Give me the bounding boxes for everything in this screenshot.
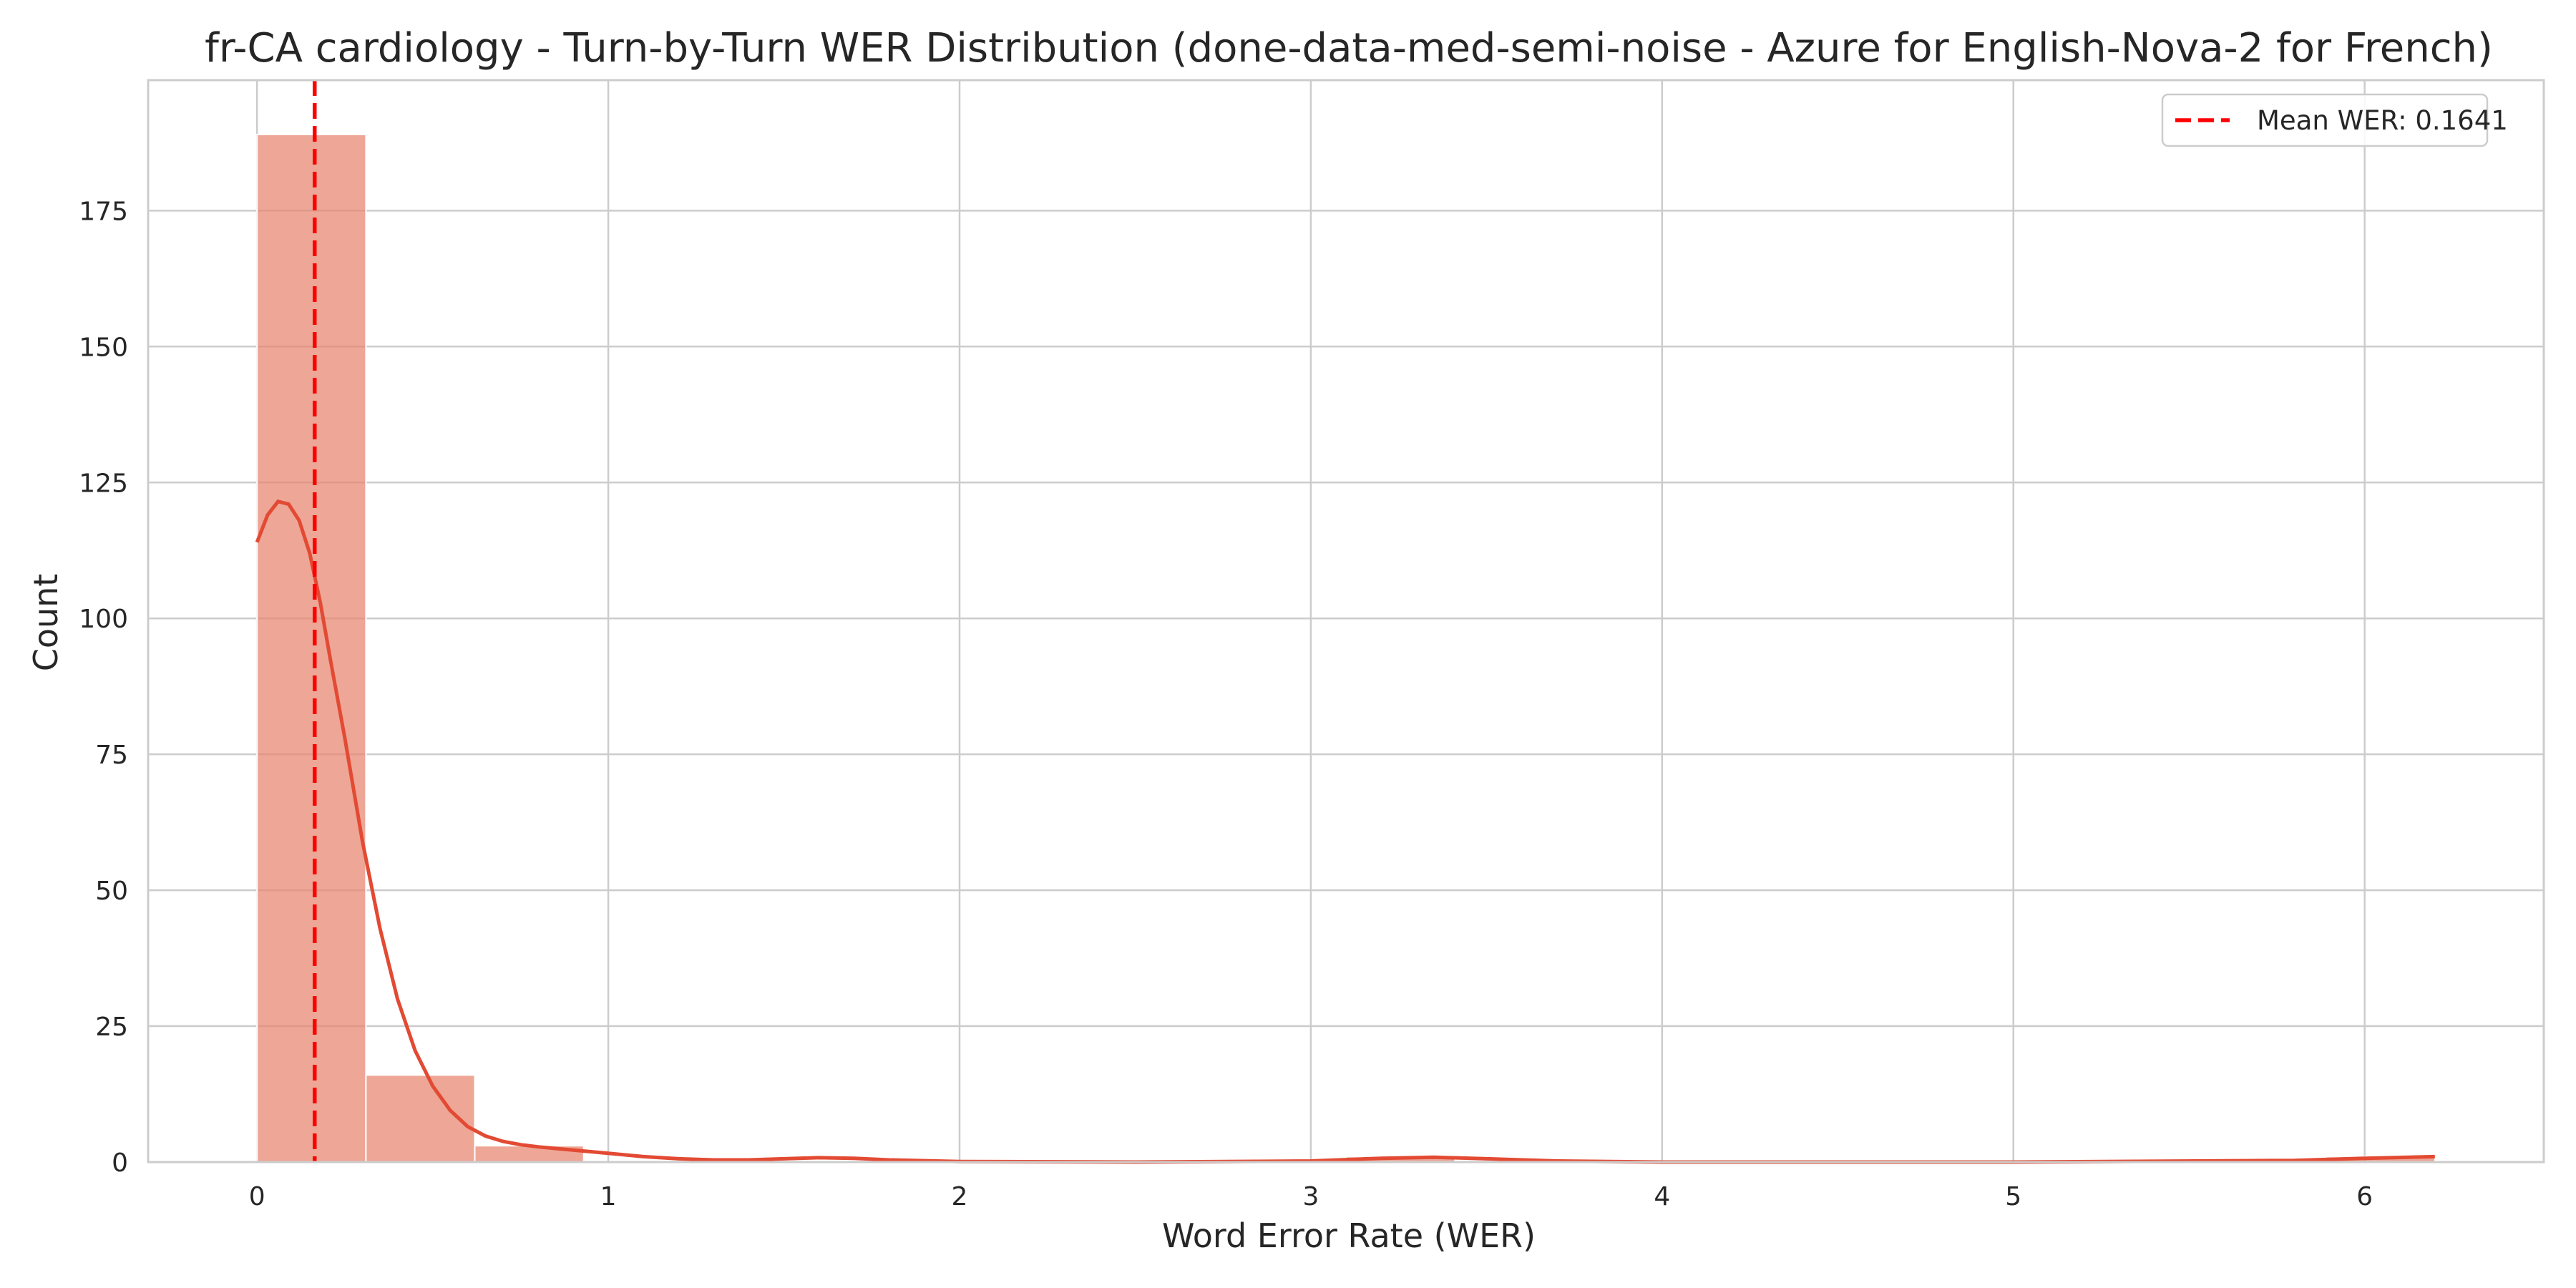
y-tick-label: 100 — [79, 605, 128, 634]
x-tick-label: 1 — [600, 1182, 617, 1211]
legend-box — [2161, 93, 2489, 147]
y-tick-label: 75 — [95, 741, 128, 770]
histogram-bar — [256, 133, 367, 1163]
y-tick-label: 125 — [79, 469, 128, 498]
x-tick-label: 5 — [2005, 1182, 2021, 1211]
grid — [148, 80, 2544, 1163]
plot-area-border — [147, 79, 2545, 1163]
y-axis-label: Count — [26, 574, 65, 672]
legend-mean-label: Mean WER: 0.1641 — [2257, 105, 2508, 136]
x-tick-label: 2 — [952, 1182, 968, 1211]
legend: Mean WER: 0.1641 — [2161, 93, 2508, 147]
y-tick-label: 50 — [95, 877, 128, 906]
y-tick-label: 150 — [79, 333, 128, 362]
x-tick-label: 4 — [1654, 1182, 1670, 1211]
x-tick-label: 3 — [1302, 1182, 1319, 1211]
x-axis-ticks: 0 1 2 3 4 5 6 — [249, 1182, 2373, 1211]
kde-curve — [255, 499, 2435, 1164]
x-tick-label: 6 — [2356, 1182, 2373, 1211]
x-tick-label: 0 — [249, 1182, 265, 1211]
x-axis-label: Word Error Rate (WER) — [1162, 1216, 1536, 1255]
y-tick-label: 0 — [112, 1148, 128, 1178]
y-axis-ticks: 0 25 50 75 100 125 150 175 — [79, 197, 128, 1178]
y-tick-label: 25 — [95, 1013, 128, 1042]
chart-title: fr-CA cardiology - Turn-by-Turn WER Dist… — [205, 25, 2493, 72]
y-tick-label: 175 — [79, 197, 128, 226]
histogram-bars — [256, 133, 2436, 1163]
